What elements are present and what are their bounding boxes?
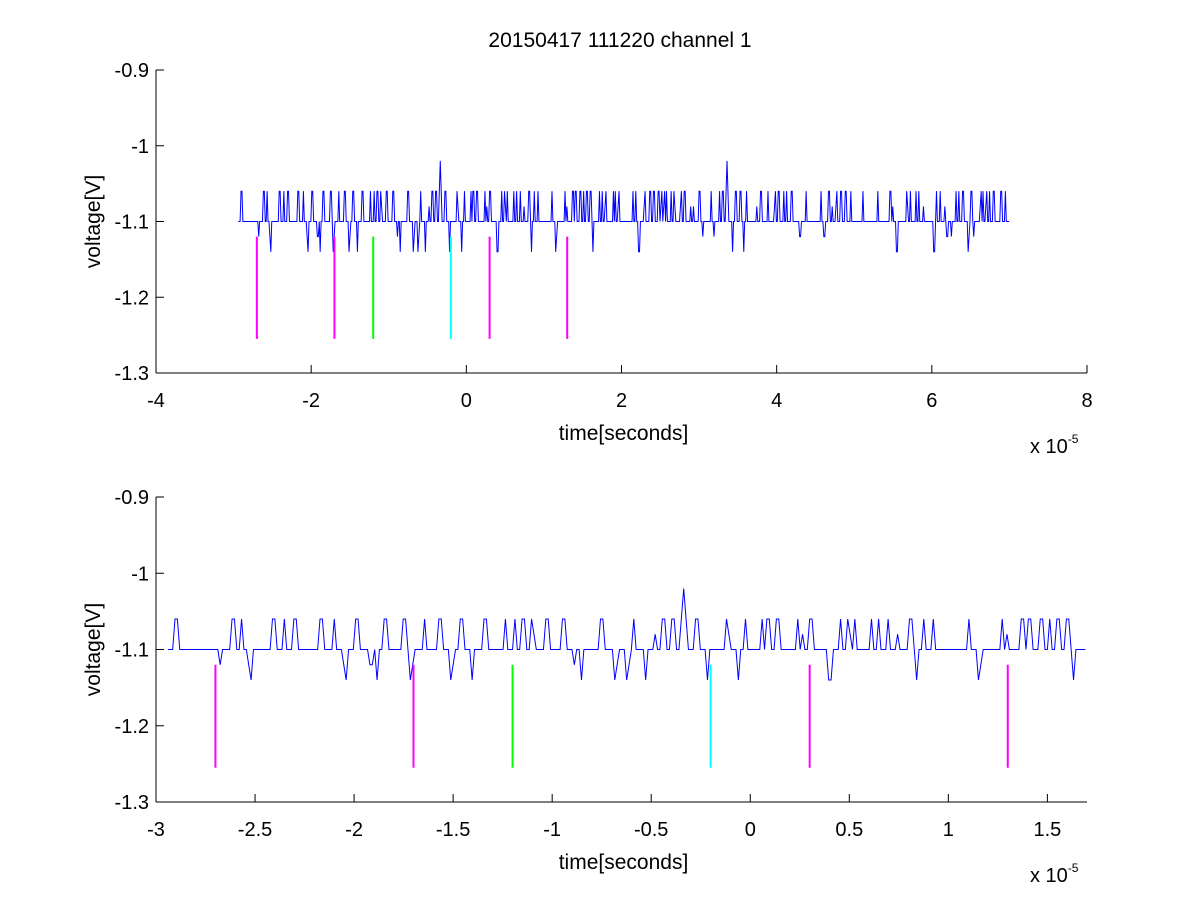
signal-series-line <box>167 588 1086 681</box>
x-tick-label: 0 <box>745 819 756 841</box>
x-exponent-power: -5 <box>1068 432 1079 446</box>
y-tick-label: -1 <box>131 136 149 158</box>
y-tick-label: -1.3 <box>115 792 149 814</box>
x-exponent-label: x 10-5 <box>1030 861 1079 887</box>
x-tick-label: 0.5 <box>835 819 863 841</box>
y-tick-label: -0.9 <box>115 487 149 509</box>
x-exponent-power: -5 <box>1068 861 1079 875</box>
x-tick-label: 4 <box>771 390 782 412</box>
x-tick-label: 1 <box>943 819 954 841</box>
x-tick-label: 6 <box>926 390 937 412</box>
x-axis-label: time[seconds] <box>559 422 689 445</box>
x-exponent-label: x 10-5 <box>1030 432 1079 458</box>
x-tick-label: -0.5 <box>634 819 668 841</box>
y-tick-label: -1.1 <box>115 212 149 234</box>
y-axis-label: voltage[V] <box>82 175 105 268</box>
bottom-axes: -3 -2.5 -2 -1.5 -1 -0.5 0 0.5 1 1.5 -1.3 -1.2 -1.1 -1… <box>82 487 1087 887</box>
x-tick-label: -1 <box>543 819 561 841</box>
y-tick-label: -1.3 <box>115 363 149 385</box>
x-tick-label: -2.5 <box>238 819 272 841</box>
x-exponent-base: x 10 <box>1030 865 1068 887</box>
y-tick-label: -0.9 <box>115 60 149 82</box>
x-tick-label: 1.5 <box>1033 819 1061 841</box>
y-tick-label: -1.1 <box>115 640 149 662</box>
x-exponent-base: x 10 <box>1030 436 1068 458</box>
signal-series-line <box>238 160 1010 253</box>
x-tick-label: -1.5 <box>436 819 470 841</box>
x-tick-label: -2 <box>302 390 320 412</box>
y-tick-label: -1.2 <box>115 287 149 309</box>
x-tick-label: -4 <box>147 390 165 412</box>
y-tick-label: -1.2 <box>115 716 149 738</box>
x-tick-label: 8 <box>1081 390 1092 412</box>
y-axis-label: voltage[V] <box>82 603 105 696</box>
y-tick-label: -1 <box>131 563 149 585</box>
chart-title: 20150417 111220 channel 1 <box>488 29 751 52</box>
x-tick-label: 0 <box>461 390 472 412</box>
x-tick-label: 2 <box>616 390 627 412</box>
x-axis-label: time[seconds] <box>559 851 689 874</box>
x-tick-label: -3 <box>147 819 165 841</box>
top-axes: -4 -2 0 2 4 6 8 -1.3 -1.2 -1.1 -1 -0.9 time[seconds]… <box>82 60 1093 458</box>
x-tick-label: -2 <box>345 819 363 841</box>
